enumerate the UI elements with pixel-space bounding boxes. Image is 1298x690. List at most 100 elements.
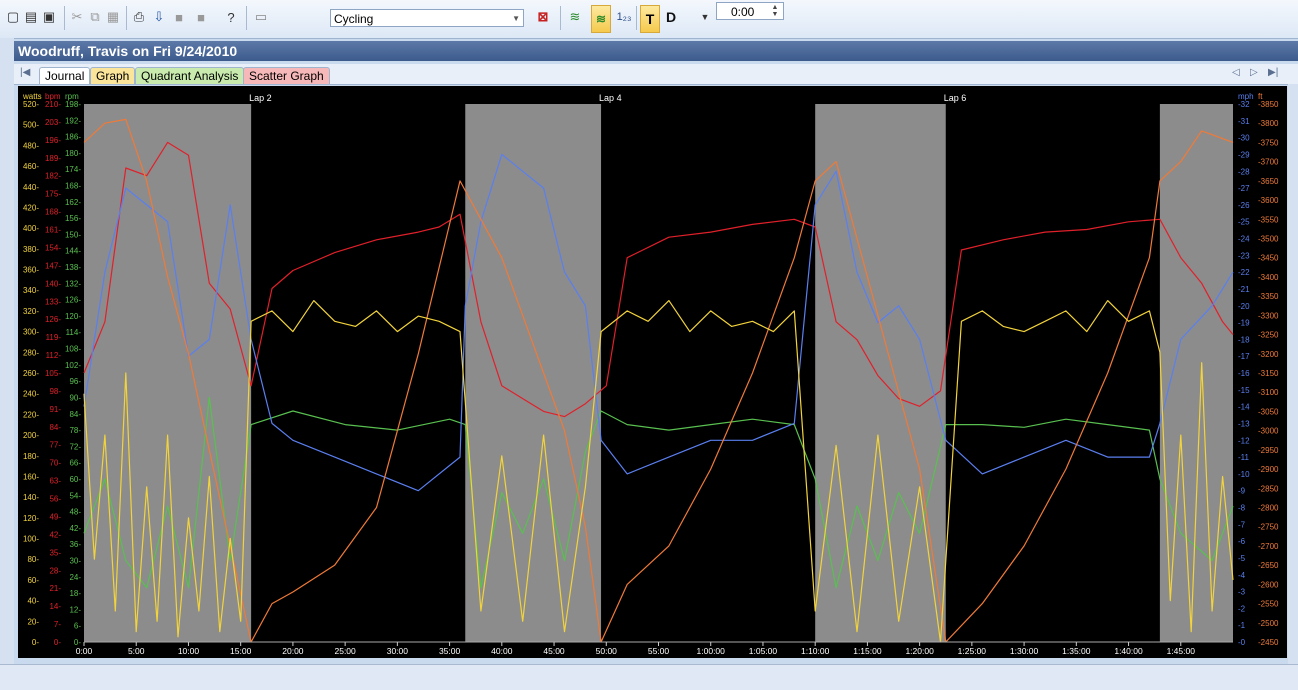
- y-tick-label: -2800: [1258, 504, 1279, 513]
- x-tick-label: 25:00: [334, 646, 356, 656]
- y-tick-label: -2450: [1258, 638, 1279, 647]
- paste-icon[interactable]: ▦: [106, 9, 120, 24]
- axis-unit-label: watts: [22, 92, 42, 101]
- print-icon[interactable]: ⎙: [133, 9, 145, 24]
- axis-unit-label: rpm: [65, 92, 79, 101]
- lap-label: Lap 6: [944, 93, 967, 103]
- x-tick-label: 30:00: [387, 646, 409, 656]
- spinner-icon[interactable]: ▲ ▼: [771, 4, 779, 18]
- window-icon[interactable]: ▭: [254, 9, 268, 24]
- close-red-icon[interactable]: ⊠: [537, 9, 549, 24]
- sport-select[interactable]: Cycling ▼: [330, 9, 524, 27]
- x-tick-label: 1:25:00: [958, 646, 987, 656]
- y-tick-label: -3250: [1258, 331, 1279, 340]
- y-tick-label: 30-: [69, 556, 81, 565]
- time-offset-input[interactable]: 0:00 ▲ ▼: [716, 2, 784, 20]
- time-axis-toggle[interactable]: T: [640, 5, 660, 33]
- y-tick-label: 180-: [65, 149, 81, 158]
- last-page-icon[interactable]: ▶|: [1268, 67, 1279, 78]
- graph-lines-icon[interactable]: ≋: [569, 9, 581, 24]
- y-tick-label: 162-: [65, 198, 81, 207]
- y-tick-label: 21-: [49, 584, 61, 593]
- sport-select-value: Cycling: [334, 12, 374, 26]
- tab-graph[interactable]: Graph: [90, 67, 136, 84]
- x-tick-label: 50:00: [596, 646, 618, 656]
- graph-smooth-toggle[interactable]: ≋: [591, 5, 611, 33]
- counter-icon[interactable]: 1₂₃: [616, 11, 632, 23]
- x-tick-label: 1:15:00: [853, 646, 882, 656]
- save-icon[interactable]: ▣: [42, 9, 56, 24]
- y-tick-label: 168-: [65, 182, 81, 191]
- y-tick-label: -3200: [1258, 350, 1279, 359]
- y-tick-label: -3100: [1258, 388, 1279, 397]
- tab-journal[interactable]: Journal: [39, 67, 91, 84]
- new-file-icon[interactable]: ▢: [6, 9, 20, 24]
- y-tick-label: 126-: [65, 296, 81, 305]
- y-tick-label: 35-: [49, 548, 61, 557]
- y-tick-label: -2950: [1258, 446, 1279, 455]
- y-tick-label: 91-: [49, 405, 61, 414]
- y-tick-label: 98-: [49, 387, 61, 396]
- y-tick-label: 440-: [23, 183, 39, 192]
- y-tick-label: -30: [1238, 134, 1250, 143]
- y-tick-label: -31: [1238, 117, 1250, 126]
- prev-page-icon[interactable]: ◁: [1232, 67, 1240, 78]
- y-tick-label: 480-: [23, 141, 39, 150]
- y-tick-label: 360-: [23, 266, 39, 275]
- axis-unit-label: ft: [1258, 92, 1263, 101]
- y-tick-label: 189-: [45, 154, 61, 163]
- workout-title: Woodruff, Travis on Fri 9/24/2010: [18, 43, 238, 59]
- y-tick-label: -2500: [1258, 619, 1279, 628]
- y-tick-label: -20: [1238, 302, 1250, 311]
- copy-icon[interactable]: ⧉: [90, 9, 100, 24]
- lap-shade: [1159, 104, 1233, 642]
- y-tick-label: -25: [1238, 218, 1250, 227]
- y-tick-label: 126-: [45, 315, 61, 324]
- help-icon[interactable]: ?: [227, 9, 235, 25]
- y-tick-label: 114-: [66, 328, 82, 337]
- y-tick-label: -3500: [1258, 235, 1279, 244]
- y-tick-label: -28: [1238, 167, 1250, 176]
- y-tick-label: -10: [1238, 470, 1250, 479]
- y-tick-label: 198-: [65, 100, 81, 109]
- y-tick-label: -3350: [1258, 292, 1279, 301]
- x-tick-label: 40:00: [491, 646, 513, 656]
- download-device-icon[interactable]: ⇩: [153, 9, 165, 24]
- y-tick-label: -7: [1238, 520, 1246, 529]
- camera-icon[interactable]: ■: [175, 9, 183, 25]
- y-tick-label: 210-: [45, 100, 61, 109]
- x-tick-label: 1:45:00: [1167, 646, 1196, 656]
- y-tick-label: 42-: [69, 524, 81, 533]
- y-tick-label: -24: [1238, 235, 1250, 244]
- x-tick-label: 45:00: [543, 646, 565, 656]
- y-tick-label: 180-: [23, 452, 39, 461]
- y-tick-label: 175-: [45, 190, 61, 199]
- y-tick-label: 54-: [69, 491, 81, 500]
- y-tick-label: 0-: [54, 638, 61, 647]
- cut-icon[interactable]: ✂: [71, 9, 83, 24]
- y-tick-label: 280-: [23, 348, 39, 357]
- open-folder-icon[interactable]: ▤: [24, 9, 38, 24]
- y-tick-label: 24-: [69, 573, 81, 582]
- y-tick-label: 320-: [23, 307, 39, 316]
- y-tick-label: 119-: [46, 333, 62, 342]
- y-tick-label: 112-: [46, 351, 62, 360]
- y-tick-label: 60-: [27, 576, 39, 585]
- next-page-icon[interactable]: ▷: [1250, 67, 1258, 78]
- distance-axis-button[interactable]: D: [665, 9, 677, 25]
- y-tick-label: 400-: [23, 224, 39, 233]
- y-tick-label: -2900: [1258, 465, 1279, 474]
- y-tick-label: 220-: [23, 410, 39, 419]
- stop-icon[interactable]: ■: [197, 9, 205, 25]
- y-tick-label: 48-: [69, 508, 81, 517]
- lap-shade: [815, 104, 946, 642]
- tab-scatter-graph[interactable]: Scatter Graph: [243, 67, 330, 84]
- x-tick-label: 1:10:00: [801, 646, 830, 656]
- y-tick-label: -3450: [1258, 254, 1279, 263]
- axis-unit-label: mph: [1238, 92, 1254, 101]
- tab-quadrant-analysis[interactable]: Quadrant Analysis: [135, 67, 245, 84]
- toolbar: ▢ ▤ ▣ ✂ ⧉ ▦ ⎙ ⇩ ■ ■ ? ▭ Cycling ▼ ⊠ ≋ ≋ …: [0, 0, 1298, 39]
- first-page-icon[interactable]: |◀: [20, 67, 31, 78]
- dropdown-arrow-icon[interactable]: ▼: [700, 12, 710, 22]
